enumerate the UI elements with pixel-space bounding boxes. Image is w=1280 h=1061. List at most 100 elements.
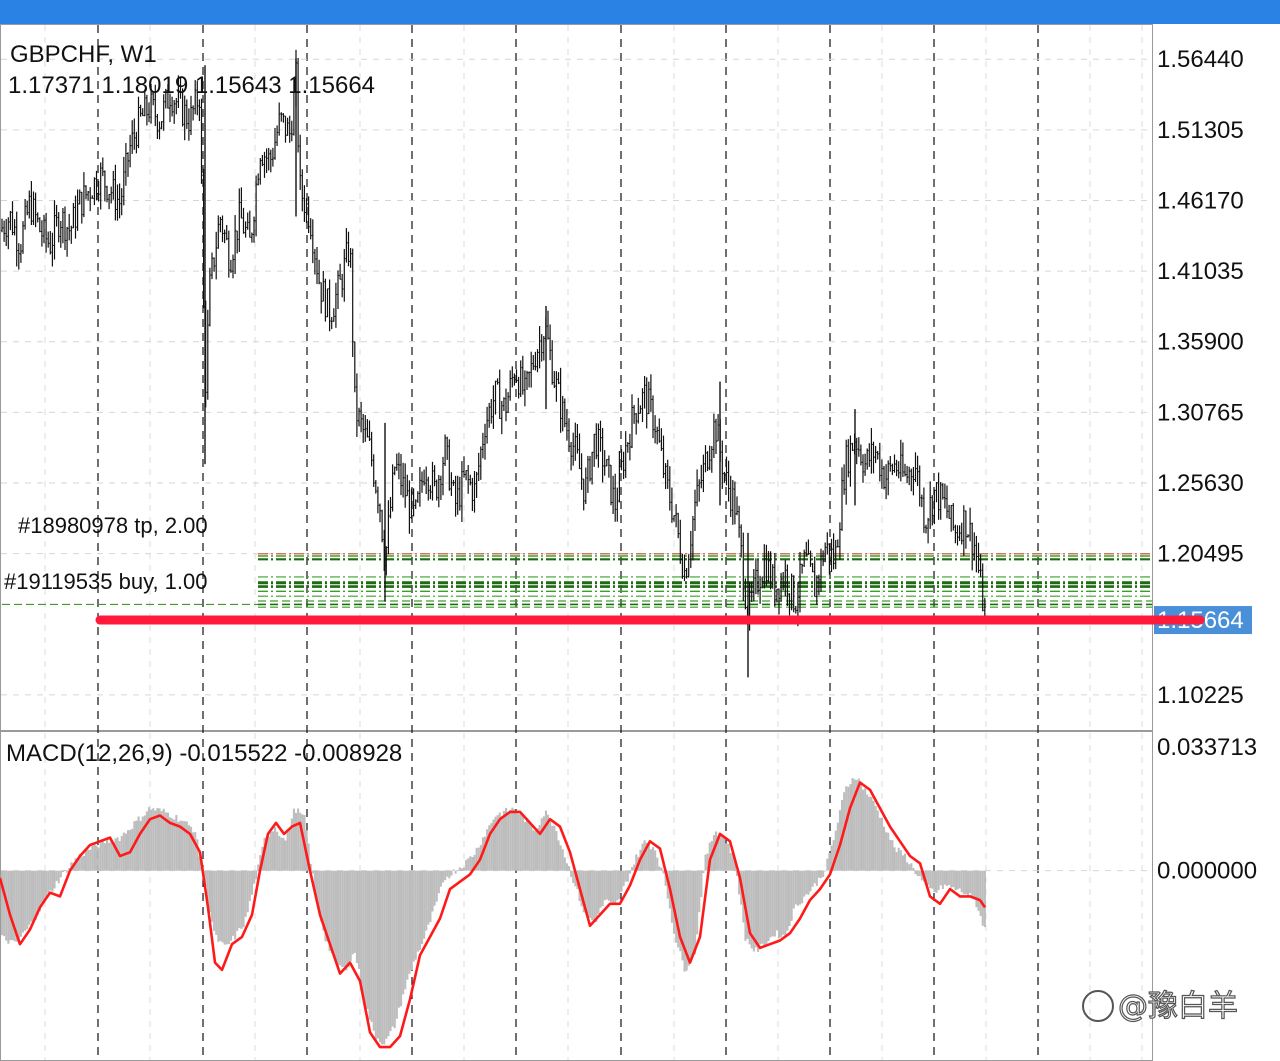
- macd-bar: [288, 828, 291, 871]
- macd-bar: [906, 862, 909, 871]
- macd-bar: [769, 870, 772, 938]
- macd-bar: [244, 870, 247, 917]
- macd-bar: [87, 849, 90, 871]
- macd-bar: [332, 870, 335, 956]
- macd-bar: [307, 843, 310, 871]
- macd-bar: [964, 870, 967, 895]
- macd-bar: [276, 831, 279, 871]
- watermark-logo-icon: [1082, 990, 1114, 1022]
- macd-bar: [647, 844, 650, 871]
- macd-bar: [505, 807, 508, 871]
- macd-bar: [15, 870, 18, 942]
- macd-bar: [366, 870, 369, 1009]
- macd-bar: [127, 830, 130, 871]
- macd-bar: [45, 870, 48, 898]
- macd-bar: [217, 870, 220, 942]
- order-lines[interactable]: [2, 553, 1152, 608]
- macd-bar: [196, 839, 199, 871]
- macd-bar: [521, 815, 524, 871]
- macd-bar: [532, 830, 535, 871]
- macd-bar: [931, 870, 934, 889]
- macd-bar: [158, 808, 161, 871]
- order-label-buy[interactable]: #19119535 buy, 1.00: [4, 569, 208, 594]
- macd-bar: [30, 870, 33, 922]
- macd-bar: [91, 845, 94, 871]
- macd-bar: [832, 840, 835, 871]
- macd-bar: [971, 870, 974, 896]
- macd-bar: [393, 870, 396, 1029]
- macd-bar: [309, 863, 312, 871]
- macd-bar: [561, 849, 564, 871]
- price-axis: 1.56440 1.51305 1.46170 1.41035 1.35900 1.307…: [1157, 46, 1244, 709]
- price-tick-label: 1.46170: [1157, 187, 1244, 214]
- macd-bar: [345, 870, 348, 971]
- macd-bar: [817, 870, 820, 878]
- macd-bar: [246, 870, 249, 913]
- macd-bar: [108, 842, 111, 871]
- macd-bar: [465, 859, 468, 871]
- macd-bar: [767, 870, 770, 942]
- macd-bar: [977, 870, 980, 911]
- macd-bar: [946, 870, 949, 886]
- macd-bar: [899, 850, 902, 871]
- price-bars: [1, 49, 986, 678]
- macd-bar: [620, 870, 623, 892]
- macd-bar: [622, 870, 625, 887]
- macd-bar: [796, 870, 799, 906]
- macd-bar: [891, 840, 894, 871]
- macd-bar: [229, 870, 232, 941]
- macd-bar: [227, 870, 230, 945]
- macd-bar: [150, 809, 153, 871]
- macd-bar: [775, 870, 778, 931]
- macd-bar: [376, 870, 379, 1039]
- macd-bar: [652, 847, 655, 871]
- macd-bar: [746, 870, 749, 939]
- macd-bar: [51, 870, 54, 892]
- macd-bar: [799, 870, 802, 905]
- macd-bar: [960, 870, 963, 893]
- macd-bar: [729, 852, 732, 871]
- macd-bar: [316, 870, 319, 900]
- price-tick-label: 1.20495: [1157, 541, 1244, 568]
- macd-bar: [517, 813, 520, 871]
- macd-bar: [694, 870, 697, 955]
- macd-bar: [681, 870, 684, 961]
- macd-bar: [431, 870, 434, 912]
- macd-bar: [215, 870, 218, 935]
- price-panel-frame: [0, 24, 1153, 731]
- macd-bar: [381, 870, 384, 1045]
- macd-bar: [343, 870, 346, 967]
- macd-bar: [351, 870, 354, 955]
- macd-bar: [475, 847, 478, 871]
- macd-bar: [870, 796, 873, 871]
- macd-bar: [164, 812, 167, 871]
- macd-bar: [181, 820, 184, 871]
- macd-bar: [536, 828, 539, 871]
- macd-bar: [736, 870, 739, 876]
- order-label-tp[interactable]: #18980978 tp, 2.00: [18, 513, 208, 538]
- macd-bar: [981, 870, 984, 926]
- macd-bar: [223, 870, 226, 945]
- macd-bar: [397, 870, 400, 1008]
- macd-bar: [334, 870, 337, 961]
- macd-bar: [973, 870, 976, 899]
- macd-bar: [166, 812, 169, 871]
- macd-bar: [687, 870, 690, 966]
- macd-bar: [811, 870, 814, 887]
- macd-bar: [152, 808, 155, 871]
- macd-bar: [194, 832, 197, 871]
- macd-bar: [534, 830, 537, 871]
- macd-bar: [494, 816, 497, 871]
- macd-bar: [355, 870, 358, 964]
- macd-bar: [103, 843, 106, 871]
- macd-bar: [925, 870, 928, 883]
- macd-bar: [544, 810, 547, 871]
- macd-bar: [979, 870, 982, 916]
- macd-bar: [605, 870, 608, 900]
- macd-bar: [582, 870, 585, 913]
- macd-bar: [834, 830, 837, 871]
- macd-bar: [446, 870, 449, 877]
- macd-bar: [801, 870, 804, 904]
- macd-bar: [914, 870, 917, 875]
